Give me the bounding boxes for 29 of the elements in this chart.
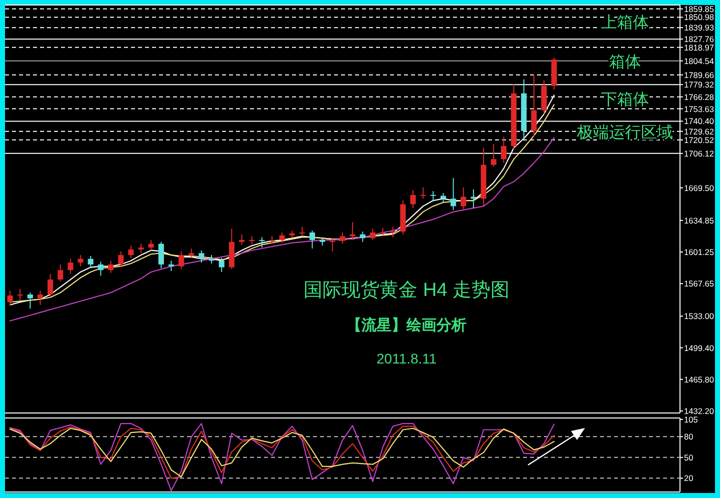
annotation: 2011.8.11: [376, 350, 437, 367]
ytick: 1804.54: [684, 56, 714, 66]
ytick: 1601.25: [684, 247, 714, 257]
ytick: 105: [684, 414, 698, 424]
ytick: 1850.98: [684, 12, 714, 22]
ytick: 1669.50: [684, 182, 714, 193]
ytick: 1499.40: [684, 342, 714, 353]
ytick: 1818.97: [684, 42, 714, 52]
ytick: 1567.65: [684, 278, 714, 289]
ytick: 50: [684, 452, 694, 462]
ytick: 1634.85: [684, 215, 714, 226]
ytick: 1720.52: [684, 134, 714, 145]
subtitle: 【流星】绘画分析: [346, 317, 467, 334]
ytick: 1729.62: [684, 126, 714, 136]
ytick: 1827.76: [684, 34, 714, 44]
ytick: 1859.85: [684, 4, 714, 14]
ytick: 80: [684, 432, 694, 442]
ytick: 1465.80: [684, 374, 714, 384]
ytick: 1766.28: [684, 92, 714, 102]
ytick: 1432.20: [684, 406, 714, 416]
ytick: 1789.66: [684, 70, 714, 80]
ytick: 1706.12: [684, 148, 714, 158]
ytick: 1533.00: [684, 311, 714, 322]
ytick: 1753.63: [684, 104, 714, 114]
ytick: 1779.32: [684, 80, 714, 90]
ytick: 20: [684, 473, 694, 484]
ytick: 1740.40: [684, 116, 714, 126]
ytick: 1839.93: [684, 22, 714, 33]
title: 国际现货黄金 H4 走势图: [304, 280, 510, 302]
